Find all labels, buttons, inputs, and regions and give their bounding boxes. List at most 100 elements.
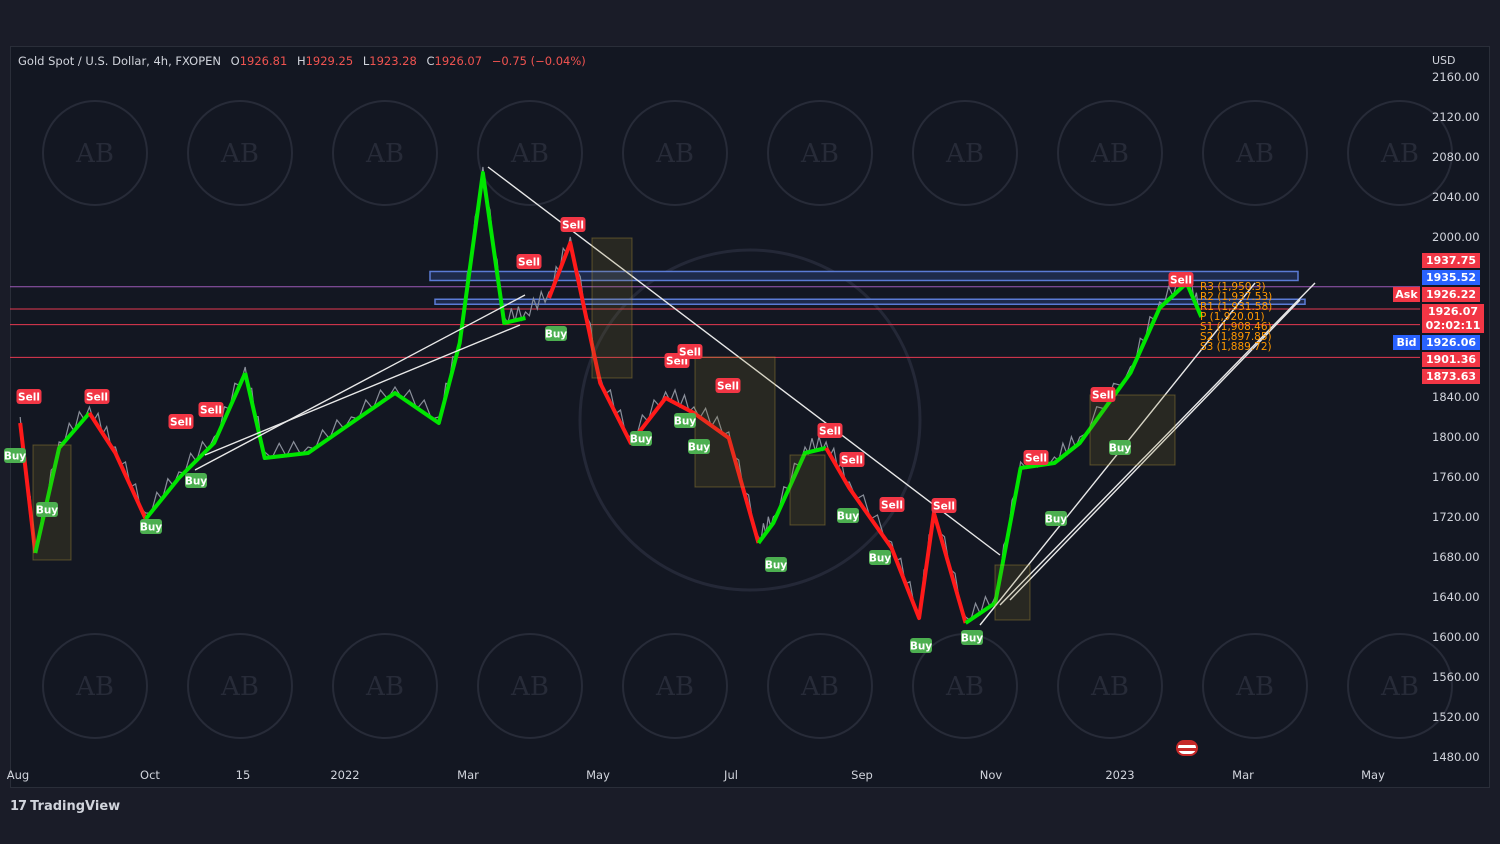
bar-countdown: 02:02:11 xyxy=(1422,318,1484,333)
buy-signal-badge xyxy=(1045,511,1067,526)
open-value: 1926.81 xyxy=(239,54,288,68)
y-tick-label: 1520.00 xyxy=(1432,710,1480,724)
watermark-seal-text: AB xyxy=(1380,139,1419,169)
buy-signal-label: Buy xyxy=(4,451,26,463)
trend-overlay-bullish xyxy=(243,171,526,460)
last-price-tag: 1926.07 xyxy=(1422,304,1484,319)
watermark-seal-text: AB xyxy=(75,672,114,702)
sell-signal-label: Sell xyxy=(819,426,841,438)
sell-signal-badge xyxy=(84,389,110,404)
sell-signal-label: Sell xyxy=(841,455,863,467)
sell-signal-badge xyxy=(817,423,843,438)
watermark-seal xyxy=(1202,100,1308,206)
y-tick-label: 1840.00 xyxy=(1432,390,1480,404)
x-tick-label: Nov xyxy=(980,768,1003,782)
watermark-seal-text: AB xyxy=(1090,139,1129,169)
high-value: 1929.25 xyxy=(305,54,354,68)
watermark-seal-text: AB xyxy=(220,672,259,702)
watermark-seal-text: AB xyxy=(945,139,984,169)
watermark-seal xyxy=(622,100,728,206)
watermark-seal xyxy=(42,633,148,739)
y-tick-label: 2040.00 xyxy=(1432,190,1480,204)
pivot-level-label: S1 (1,908.46) xyxy=(1200,321,1272,333)
y-tick-label: 2080.00 xyxy=(1432,150,1480,164)
buy-signal-badge xyxy=(1109,440,1131,455)
trend-overlay-bearish xyxy=(547,241,761,544)
watermark-seal xyxy=(1202,633,1308,739)
sell-signal-label: Sell xyxy=(881,500,903,512)
open-key: O xyxy=(230,54,240,68)
close-value: 1926.07 xyxy=(434,54,483,68)
watermark-seal xyxy=(187,633,293,739)
trendline xyxy=(204,324,521,456)
buy-signal-label: Buy xyxy=(630,434,652,446)
y-tick-label: 2120.00 xyxy=(1432,110,1480,124)
ask-price-tag: 1926.22 xyxy=(1422,287,1480,302)
buy-signal-label: Buy xyxy=(36,505,58,517)
x-tick-label: Sep xyxy=(851,768,873,782)
sell-signal-badge xyxy=(931,498,957,513)
watermark-seal xyxy=(332,633,438,739)
watermark-seal-text: AB xyxy=(800,139,839,169)
y-tick-label: 1640.00 xyxy=(1432,590,1480,604)
sell-signal-badge xyxy=(198,402,224,417)
y-tick-label: 1680.00 xyxy=(1432,550,1480,564)
sell-signal-label: Sell xyxy=(1092,390,1114,402)
sell-signal-badge xyxy=(879,497,905,512)
sell-signal-badge xyxy=(1023,450,1049,465)
watermark-seal xyxy=(1057,100,1163,206)
buy-signal-badge xyxy=(185,473,207,488)
x-tick-label: 2022 xyxy=(330,768,359,782)
signal-range-box xyxy=(1089,394,1176,466)
signal-range-box xyxy=(994,564,1031,621)
x-tick-label: Aug xyxy=(7,768,29,782)
buy-signal-label: Buy xyxy=(910,641,932,653)
sell-signal-label: Sell xyxy=(170,417,192,429)
y-tick-label: 1600.00 xyxy=(1432,630,1480,644)
watermark-seal xyxy=(1347,633,1453,739)
buy-signal-badge xyxy=(4,448,26,463)
sell-signal-label: Sell xyxy=(1170,275,1192,287)
sell-signal-label: Sell xyxy=(1025,453,1047,465)
sell-signal-label: Sell xyxy=(562,220,584,232)
sell-signal-badge xyxy=(16,389,42,404)
price-series-line xyxy=(19,166,1202,622)
pivot-level-label: S2 (1,897.85) xyxy=(1200,331,1272,343)
trendline xyxy=(999,282,1316,606)
us-flag-icon[interactable] xyxy=(1176,740,1198,756)
buy-signal-label: Buy xyxy=(674,416,696,428)
watermark-seal-text: AB xyxy=(220,139,259,169)
watermark-seal xyxy=(187,100,293,206)
buy-signal-label: Buy xyxy=(837,511,859,523)
x-tick-label: Jul xyxy=(723,768,738,782)
resistance-zone-upper xyxy=(434,298,1306,305)
buy-signal-badge xyxy=(961,630,983,645)
trend-overlay-bullish xyxy=(144,372,248,521)
watermark-seal xyxy=(42,100,148,206)
watermark-seal xyxy=(1057,633,1163,739)
pivot-level-label: P (1,920.01) xyxy=(1200,311,1265,323)
buy-signal-badge xyxy=(674,413,696,428)
x-tick-label: 2023 xyxy=(1105,768,1134,782)
buy-signal-label: Buy xyxy=(1109,443,1131,455)
watermark-seal-text: AB xyxy=(1090,672,1129,702)
buy-signal-badge xyxy=(630,431,652,446)
y-tick-label: 1760.00 xyxy=(1432,470,1480,484)
sell-signal-badge xyxy=(839,452,865,467)
low-key: L xyxy=(362,54,370,68)
bid-label: Bid xyxy=(1393,335,1420,350)
x-tick-label: May xyxy=(1361,768,1385,782)
y-tick-label: 1560.00 xyxy=(1432,670,1480,684)
trend-overlay-bearish xyxy=(824,446,968,624)
sell-signal-label: Sell xyxy=(679,347,701,359)
sell-signal-badge xyxy=(715,378,741,393)
tradingview-logo[interactable]: 17 TradingView xyxy=(10,799,120,814)
buy-signal-label: Buy xyxy=(688,442,710,454)
price-tag-support-1: 1901.36 xyxy=(1422,352,1480,367)
watermark-seal xyxy=(477,633,583,739)
x-tick-label: Oct xyxy=(140,768,160,782)
pivot-level-label: R1 (1,931.58) xyxy=(1200,301,1272,313)
change-value: −0.75 (−0.04%) xyxy=(491,54,586,68)
resistance-zone-lower xyxy=(429,270,1299,282)
